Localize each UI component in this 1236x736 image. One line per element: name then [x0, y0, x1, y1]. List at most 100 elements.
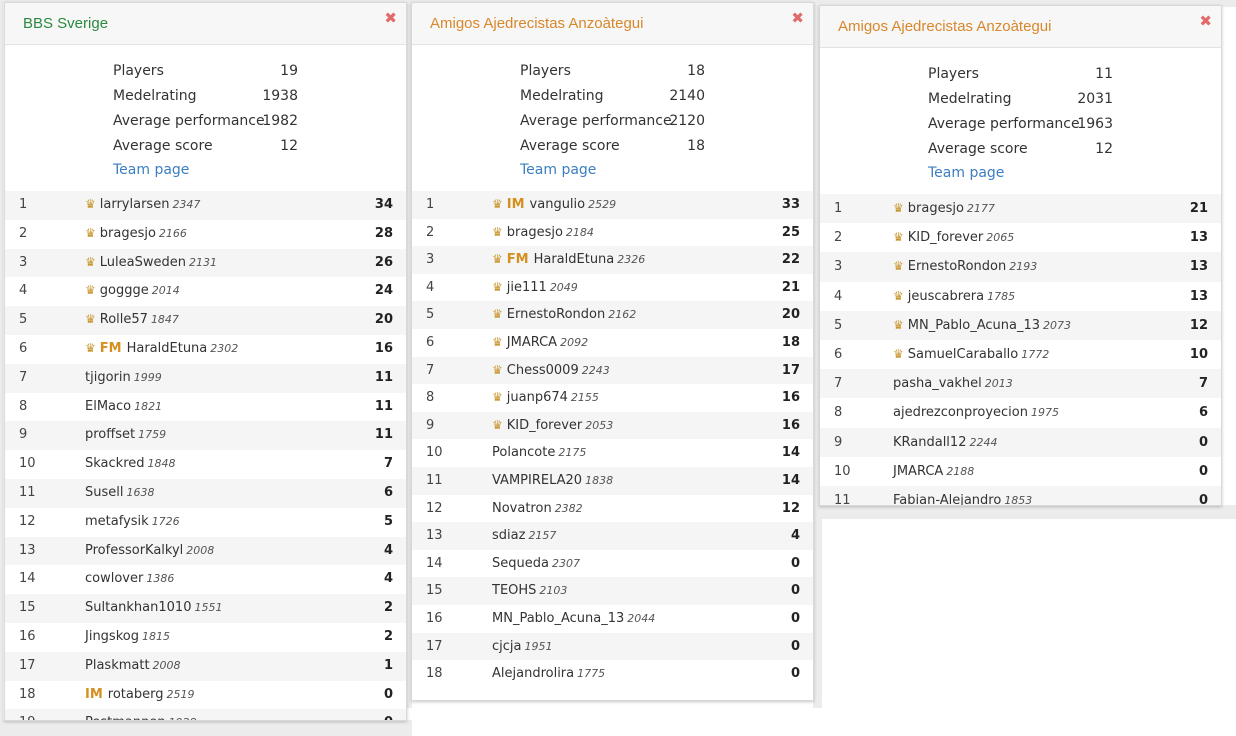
player-row[interactable]: 18 IM rotaberg 2519 0: [5, 681, 406, 710]
player-name[interactable]: vangulio: [529, 197, 586, 212]
player-row[interactable]: 15 TEOHS 2103 0: [412, 577, 813, 605]
player-row[interactable]: 4 ♛ jie111 2049 21: [412, 274, 813, 302]
player-name[interactable]: JMARCA: [893, 463, 944, 479]
player-name[interactable]: Alejandrolira: [492, 666, 575, 682]
player-name[interactable]: HaraldEtuna: [533, 252, 615, 268]
player-name[interactable]: cowlover: [85, 571, 144, 587]
player-name[interactable]: ProfessorKalkyl: [85, 542, 184, 558]
player-row[interactable]: 9 ♛ KID_forever 2053 16: [412, 411, 813, 440]
player-name[interactable]: metafysik: [85, 513, 149, 529]
player-name[interactable]: pasha_vakhel: [893, 376, 982, 392]
player-row[interactable]: 15 Sultankhan1010 1551 2: [5, 594, 406, 623]
player-row[interactable]: 9 KRandall12 2244 0: [820, 427, 1221, 457]
team-name[interactable]: Amigos Ajedrecistas Anzoàtegui: [838, 18, 1052, 35]
player-name[interactable]: larrylarsen: [99, 197, 170, 212]
player-name[interactable]: cjcja: [492, 638, 522, 654]
team-name[interactable]: BBS Sverige: [23, 15, 109, 32]
player-name[interactable]: jie111: [506, 279, 547, 295]
player-name[interactable]: Rolle57: [99, 312, 148, 328]
player-name[interactable]: HaraldEtuna: [126, 340, 208, 356]
player-row[interactable]: 16 MN_Pablo_Acuna_13 2044 0: [412, 605, 813, 633]
player-row[interactable]: 6 ♛ SamuelCaraballo 1772 10: [820, 340, 1221, 369]
player-name[interactable]: ErnestoRondon: [506, 307, 606, 323]
player-row[interactable]: 18 Alejandrolira 1775 0: [412, 660, 813, 688]
player-name[interactable]: Postmannen: [85, 715, 166, 720]
player-row[interactable]: 4 ♛ jeuscabrera 1785 13: [820, 282, 1221, 311]
player-name[interactable]: KRandall12: [893, 434, 967, 450]
player-row[interactable]: 7 tjigorin 1999 11: [5, 363, 406, 393]
player-name[interactable]: SamuelCaraballo: [907, 346, 1019, 362]
player-name[interactable]: LuleaSweden: [99, 254, 186, 270]
player-name[interactable]: VAMPIRELA20: [492, 472, 583, 488]
player-row[interactable]: 17 Plaskmatt 2008 1: [5, 651, 406, 681]
player-name[interactable]: Skackred: [85, 456, 145, 472]
player-row[interactable]: 3 ♛ LuleaSweden 2131 26: [5, 248, 406, 278]
player-row[interactable]: 1 ♛ larrylarsen 2347 34: [5, 191, 406, 220]
player-row[interactable]: 13 sdiaz 2157 4: [412, 522, 813, 550]
player-row[interactable]: 5 ♛ Rolle57 1847 20: [5, 306, 406, 335]
player-name[interactable]: goggge: [99, 283, 149, 299]
player-row[interactable]: 3 ♛ FM HaraldEtuna 2326 22: [412, 246, 813, 274]
player-row[interactable]: 11 Fabian-Alejandro 1853 0: [820, 485, 1221, 506]
player-row[interactable]: 5 ♛ ErnestoRondon 2162 20: [412, 301, 813, 329]
player-name[interactable]: bragesjo: [907, 201, 964, 216]
player-name[interactable]: Polancote: [492, 445, 556, 461]
player-row[interactable]: 7 ♛ Chess0009 2243 17: [412, 356, 813, 385]
player-row[interactable]: 2 ♛ bragesjo 2184 25: [412, 219, 813, 247]
player-row[interactable]: 12 metafysik 1726 5: [5, 508, 406, 537]
player-row[interactable]: 6 ♛ JMARCA 2092 18: [412, 329, 813, 357]
player-name[interactable]: Jingskog: [85, 628, 139, 644]
player-name[interactable]: JMARCA: [506, 334, 558, 350]
player-row[interactable]: 3 ♛ ErnestoRondon 2193 13: [820, 252, 1221, 282]
player-name[interactable]: tjigorin: [85, 369, 131, 385]
close-icon[interactable]: ✖: [1199, 12, 1212, 30]
player-row[interactable]: 10 JMARCA 2188 0: [820, 457, 1221, 486]
player-row[interactable]: 14 cowlover 1386 4: [5, 565, 406, 594]
player-name[interactable]: ErnestoRondon: [907, 259, 1007, 275]
player-row[interactable]: 4 ♛ goggge 2014 24: [5, 277, 406, 306]
player-row[interactable]: 2 ♛ KID_forever 2065 13: [820, 223, 1221, 252]
close-icon[interactable]: ✖: [384, 9, 397, 27]
player-row[interactable]: 17 cjcja 1951 0: [412, 632, 813, 661]
player-name[interactable]: Susell: [85, 484, 124, 500]
player-name[interactable]: proffset: [85, 427, 136, 443]
player-row[interactable]: 1 ♛ bragesjo 2177 21: [820, 194, 1221, 224]
team-name[interactable]: Amigos Ajedrecistas Anzoàtegui: [430, 15, 644, 32]
player-name[interactable]: Sequeda: [492, 555, 549, 571]
player-row[interactable]: 8 ♛ juanp674 2155 16: [412, 384, 813, 412]
player-name[interactable]: jeuscabrera: [907, 288, 985, 304]
player-row[interactable]: 11 Susell 1638 6: [5, 478, 406, 508]
team-page-link[interactable]: Team page: [113, 162, 190, 178]
player-row[interactable]: 7 pasha_vakhel 2013 7: [820, 369, 1221, 399]
player-row[interactable]: 16 Jingskog 1815 2: [5, 623, 406, 652]
player-name[interactable]: Fabian-Alejandro: [893, 492, 1002, 506]
player-row[interactable]: 8 ajedrezconproyecion 1975 6: [820, 398, 1221, 427]
player-row[interactable]: 10 Skackred 1848 7: [5, 450, 406, 479]
team-page-link[interactable]: Team page: [928, 165, 1005, 181]
player-row[interactable]: 19 Postmannen1928 0: [5, 709, 406, 720]
player-name[interactable]: rotaberg: [107, 686, 164, 702]
player-name[interactable]: sdiaz: [492, 528, 526, 544]
player-name[interactable]: TEOHS: [492, 583, 537, 599]
player-row[interactable]: 5 ♛ MN_Pablo_Acuna_13 2073 12: [820, 310, 1221, 340]
player-name[interactable]: KID_forever: [506, 417, 583, 433]
player-row[interactable]: 1 ♛ IM vangulio 2529 33: [412, 191, 813, 219]
player-name[interactable]: MN_Pablo_Acuna_13: [492, 610, 625, 626]
player-name[interactable]: Plaskmatt: [85, 657, 150, 673]
player-name[interactable]: KID_forever: [907, 230, 984, 246]
player-row[interactable]: 13 ProfessorKalkyl 2008 4: [5, 536, 406, 566]
player-row[interactable]: 8 ElMaco 1821 11: [5, 393, 406, 422]
player-name[interactable]: juanp674: [506, 390, 568, 406]
player-name[interactable]: Novatron: [492, 500, 552, 516]
player-row[interactable]: 2 ♛ bragesjo 2166 28: [5, 220, 406, 249]
player-name[interactable]: bragesjo: [506, 224, 563, 240]
player-row[interactable]: 6 ♛ FM HaraldEtuna 2302 16: [5, 335, 406, 364]
player-row[interactable]: 10 Polancote 2175 14: [412, 439, 813, 467]
player-row[interactable]: 14 Sequeda 2307 0: [412, 550, 813, 578]
player-name[interactable]: bragesjo: [99, 225, 156, 241]
player-row[interactable]: 11 VAMPIRELA20 1838 14: [412, 466, 813, 495]
player-name[interactable]: Chess0009: [506, 362, 579, 378]
player-name[interactable]: MN_Pablo_Acuna_13: [907, 317, 1041, 333]
player-row[interactable]: 12 Novatron 2382 12: [412, 495, 813, 523]
player-name[interactable]: Sultankhan1010: [85, 600, 192, 616]
